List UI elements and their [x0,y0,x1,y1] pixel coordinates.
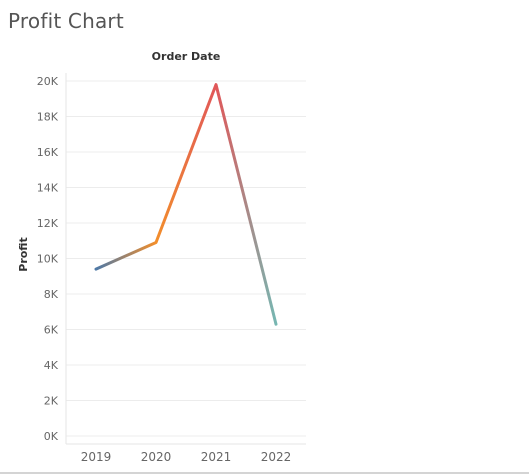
column-header: Order Date [152,50,221,63]
y-tick-label: 10K [37,253,59,266]
worksheet-title: Profit Chart [8,9,124,33]
y-axis-title: Profit [17,237,30,271]
y-tick-label: 18K [37,111,59,124]
data-point-2019[interactable] [93,266,99,272]
y-tick-label: 12K [37,217,59,230]
data-point-2022[interactable] [273,321,279,327]
y-tick-label: 8K [44,288,59,301]
y-tick-label: 16K [37,146,59,159]
labels: 0K 2K 4K 6K 8K 10K 12K 14K 16K 18K 20K Order Date Pr… [17,50,291,464]
x-tick-label: 2019 [81,450,112,464]
data-point-2020[interactable] [153,240,159,246]
y-tick-label: 4K [44,359,59,372]
x-tick-label: 2021 [201,450,232,464]
x-tick-label: 2022 [261,450,292,464]
axes [65,73,306,445]
y-tick-label: 2K [44,395,59,408]
x-tick-label: 2020 [141,450,172,464]
y-tick-label: 20K [37,75,59,88]
profit-series-line[interactable] [94,83,278,326]
y-tick-label: 14K [37,182,59,195]
data-point-2021[interactable] [213,82,219,88]
grid-lines [66,80,306,437]
y-tick-label: 0K [44,430,59,443]
series-lines [93,82,279,327]
bottom-divider [0,472,529,474]
y-tick-label: 6K [44,324,59,337]
